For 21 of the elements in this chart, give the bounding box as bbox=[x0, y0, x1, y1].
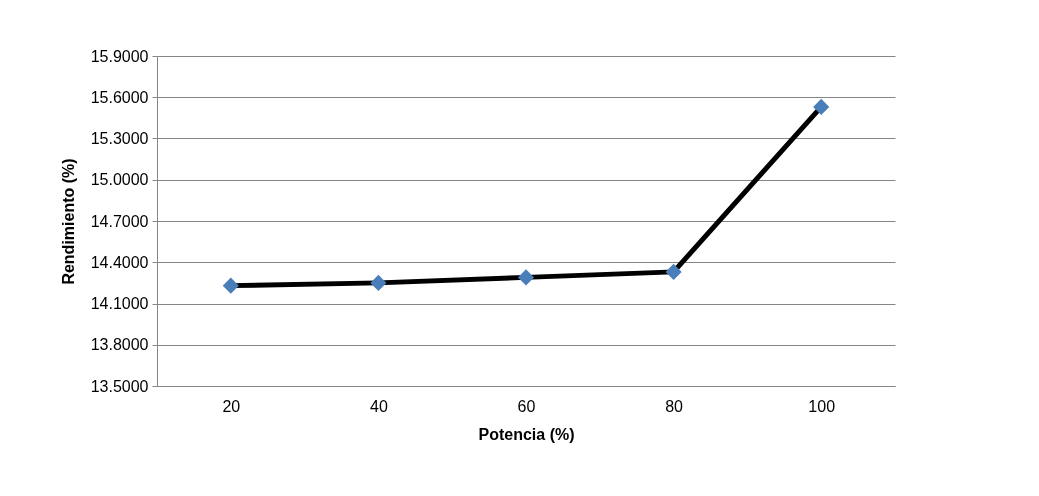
y-tick-label: 14.7000 bbox=[90, 212, 149, 230]
x-tick-label: 60 bbox=[517, 397, 536, 415]
x-tick-label: 80 bbox=[665, 397, 684, 415]
y-tick-label: 15.6000 bbox=[90, 88, 149, 106]
x-tick-label: 100 bbox=[808, 397, 836, 415]
y-axis-title: Rendimiento (%) bbox=[59, 158, 77, 285]
x-tick-label: 20 bbox=[222, 397, 241, 415]
y-tick-label: 15.9000 bbox=[90, 47, 149, 65]
y-tick-label: 14.1000 bbox=[90, 295, 149, 312]
y-tick-label: 13.8000 bbox=[90, 336, 149, 354]
x-axis-title: Potencia (%) bbox=[478, 425, 575, 443]
point bbox=[517, 269, 535, 286]
x-tick-label: 40 bbox=[370, 397, 388, 415]
point bbox=[665, 263, 682, 280]
y-tick-label: 15.3000 bbox=[90, 130, 149, 147]
point bbox=[370, 274, 387, 291]
y-tick-label: 14.4000 bbox=[90, 253, 149, 271]
point bbox=[222, 277, 239, 294]
y-tick-label: 13.5000 bbox=[90, 377, 149, 395]
y-tick-label: 15.0000 bbox=[90, 171, 149, 189]
point bbox=[813, 98, 830, 115]
